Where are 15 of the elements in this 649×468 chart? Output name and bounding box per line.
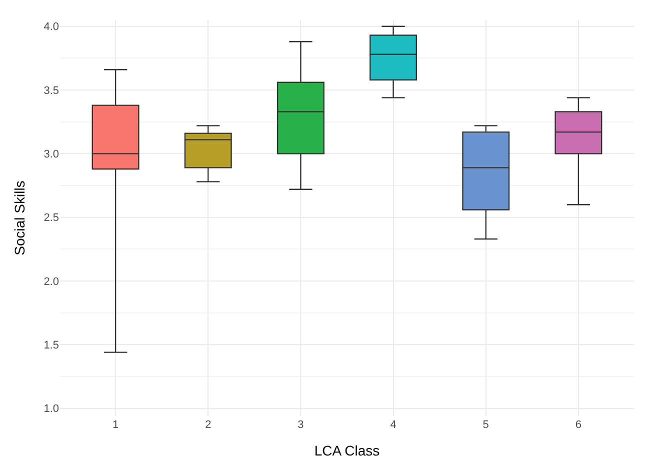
- y-tick-label: 1.5: [44, 340, 59, 352]
- x-tick-label: 6: [575, 419, 582, 431]
- y-tick-label: 2.5: [44, 212, 59, 224]
- x-tick-label: 2: [205, 419, 212, 431]
- y-tick-label: 3.0: [44, 148, 59, 161]
- x-tick-label: 4: [390, 419, 396, 431]
- y-tick-label: 1.0: [44, 403, 59, 416]
- x-tick-label: 5: [482, 419, 489, 431]
- y-tick-label: 3.5: [44, 84, 59, 97]
- x-axis-title: LCA Class: [314, 442, 380, 458]
- y-axis-title: Social Skills: [11, 180, 28, 256]
- y-tick-label: 4.0: [44, 21, 59, 34]
- x-tick-label: 1: [112, 419, 119, 431]
- x-tick-label: 3: [298, 419, 304, 431]
- y-tick-label: 2.0: [44, 276, 59, 288]
